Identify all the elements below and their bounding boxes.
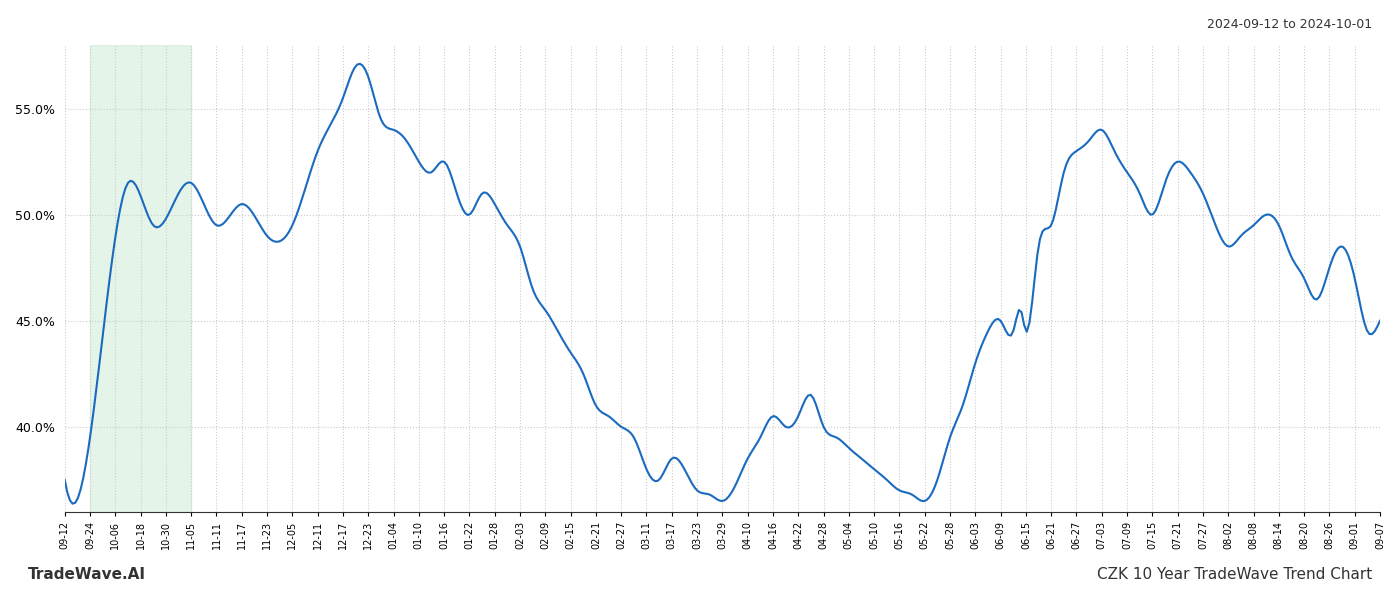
- Text: CZK 10 Year TradeWave Trend Chart: CZK 10 Year TradeWave Trend Chart: [1096, 567, 1372, 582]
- Bar: [90, 45, 192, 512]
- Text: 2024-09-12 to 2024-10-01: 2024-09-12 to 2024-10-01: [1207, 18, 1372, 31]
- Text: TradeWave.AI: TradeWave.AI: [28, 567, 146, 582]
